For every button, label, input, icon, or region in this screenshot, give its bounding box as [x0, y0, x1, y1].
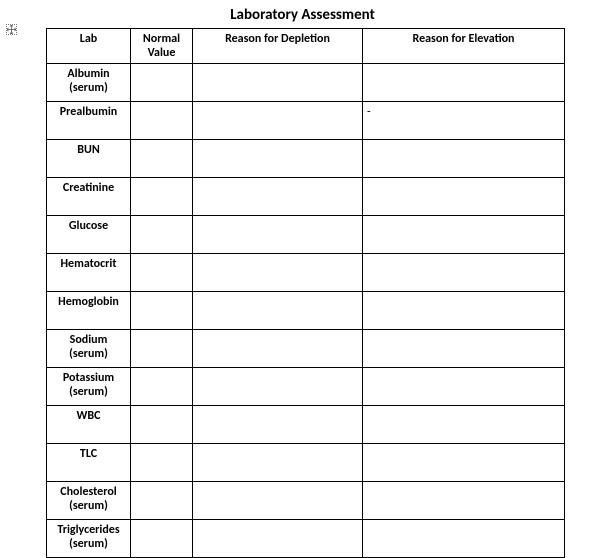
- cell-depletion[interactable]: [193, 254, 363, 292]
- cell-depletion[interactable]: [193, 102, 363, 140]
- table-row: Creatinine: [47, 178, 565, 216]
- cell-elevation[interactable]: [363, 254, 565, 292]
- cell-elevation[interactable]: [363, 482, 565, 520]
- cell-lab: Triglycerides (serum): [47, 520, 131, 558]
- table-row: Triglycerides (serum): [47, 520, 565, 558]
- cell-depletion[interactable]: [193, 482, 363, 520]
- cell-lab: Creatinine: [47, 178, 131, 216]
- cell-normal[interactable]: [131, 102, 193, 140]
- cell-depletion[interactable]: [193, 140, 363, 178]
- cell-lab: Albumin (serum): [47, 64, 131, 102]
- cell-depletion[interactable]: [193, 292, 363, 330]
- cell-lab: Hemoglobin: [47, 292, 131, 330]
- cell-normal[interactable]: [131, 482, 193, 520]
- page-title: Laboratory Assessment: [0, 6, 605, 24]
- cell-depletion[interactable]: [193, 520, 363, 558]
- cell-normal[interactable]: [131, 216, 193, 254]
- cell-lab: TLC: [47, 444, 131, 482]
- table-row: Hematocrit: [47, 254, 565, 292]
- cell-depletion[interactable]: [193, 444, 363, 482]
- cell-normal[interactable]: [131, 292, 193, 330]
- table-header-row: Lab Normal Value Reason for Depletion Re…: [47, 29, 565, 64]
- cell-lab: WBC: [47, 406, 131, 444]
- cell-lab: Sodium (serum): [47, 330, 131, 368]
- table-body: Albumin (serum) Prealbumin - BUN: [47, 64, 565, 558]
- table-row: Sodium (serum): [47, 330, 565, 368]
- table-row: Cholesterol (serum): [47, 482, 565, 520]
- col-header-depletion: Reason for Depletion: [193, 29, 363, 64]
- cell-elevation[interactable]: [363, 64, 565, 102]
- cell-elevation[interactable]: [363, 520, 565, 558]
- cell-lab: Glucose: [47, 216, 131, 254]
- table-row: Prealbumin -: [47, 102, 565, 140]
- cell-normal[interactable]: [131, 64, 193, 102]
- table-row: Potassium (serum): [47, 368, 565, 406]
- cell-normal[interactable]: [131, 178, 193, 216]
- cell-lab: Cholesterol (serum): [47, 482, 131, 520]
- cell-elevation[interactable]: [363, 368, 565, 406]
- cell-normal[interactable]: [131, 140, 193, 178]
- cell-depletion[interactable]: [193, 330, 363, 368]
- cell-lab: Hematocrit: [47, 254, 131, 292]
- table-row: Albumin (serum): [47, 64, 565, 102]
- cell-elevation[interactable]: [363, 292, 565, 330]
- table-row: WBC: [47, 406, 565, 444]
- cell-depletion[interactable]: [193, 64, 363, 102]
- cell-elevation[interactable]: [363, 444, 565, 482]
- lab-assessment-table: Lab Normal Value Reason for Depletion Re…: [46, 28, 565, 558]
- cell-lab: Potassium (serum): [47, 368, 131, 406]
- table-row: TLC: [47, 444, 565, 482]
- table-anchor-icon[interactable]: [6, 24, 17, 35]
- lab-table-container: Lab Normal Value Reason for Depletion Re…: [46, 28, 565, 558]
- col-header-lab: Lab: [47, 29, 131, 64]
- table-row: Glucose: [47, 216, 565, 254]
- cell-elevation[interactable]: [363, 178, 565, 216]
- cell-normal[interactable]: [131, 254, 193, 292]
- col-header-normal: Normal Value: [131, 29, 193, 64]
- table-row: BUN: [47, 140, 565, 178]
- cell-normal[interactable]: [131, 520, 193, 558]
- col-header-elevation: Reason for Elevation: [363, 29, 565, 64]
- cell-elevation[interactable]: [363, 406, 565, 444]
- cell-normal[interactable]: [131, 330, 193, 368]
- page: Laboratory Assessment Lab Normal Value R…: [0, 0, 605, 542]
- cell-lab: Prealbumin: [47, 102, 131, 140]
- cell-elevation[interactable]: -: [363, 102, 565, 140]
- cell-elevation[interactable]: [363, 216, 565, 254]
- cell-elevation[interactable]: [363, 330, 565, 368]
- cell-lab: BUN: [47, 140, 131, 178]
- table-row: Hemoglobin: [47, 292, 565, 330]
- cell-normal[interactable]: [131, 368, 193, 406]
- cell-depletion[interactable]: [193, 216, 363, 254]
- cell-elevation[interactable]: [363, 140, 565, 178]
- cell-depletion[interactable]: [193, 178, 363, 216]
- cell-depletion[interactable]: [193, 368, 363, 406]
- cell-normal[interactable]: [131, 406, 193, 444]
- cell-normal[interactable]: [131, 444, 193, 482]
- cell-depletion[interactable]: [193, 406, 363, 444]
